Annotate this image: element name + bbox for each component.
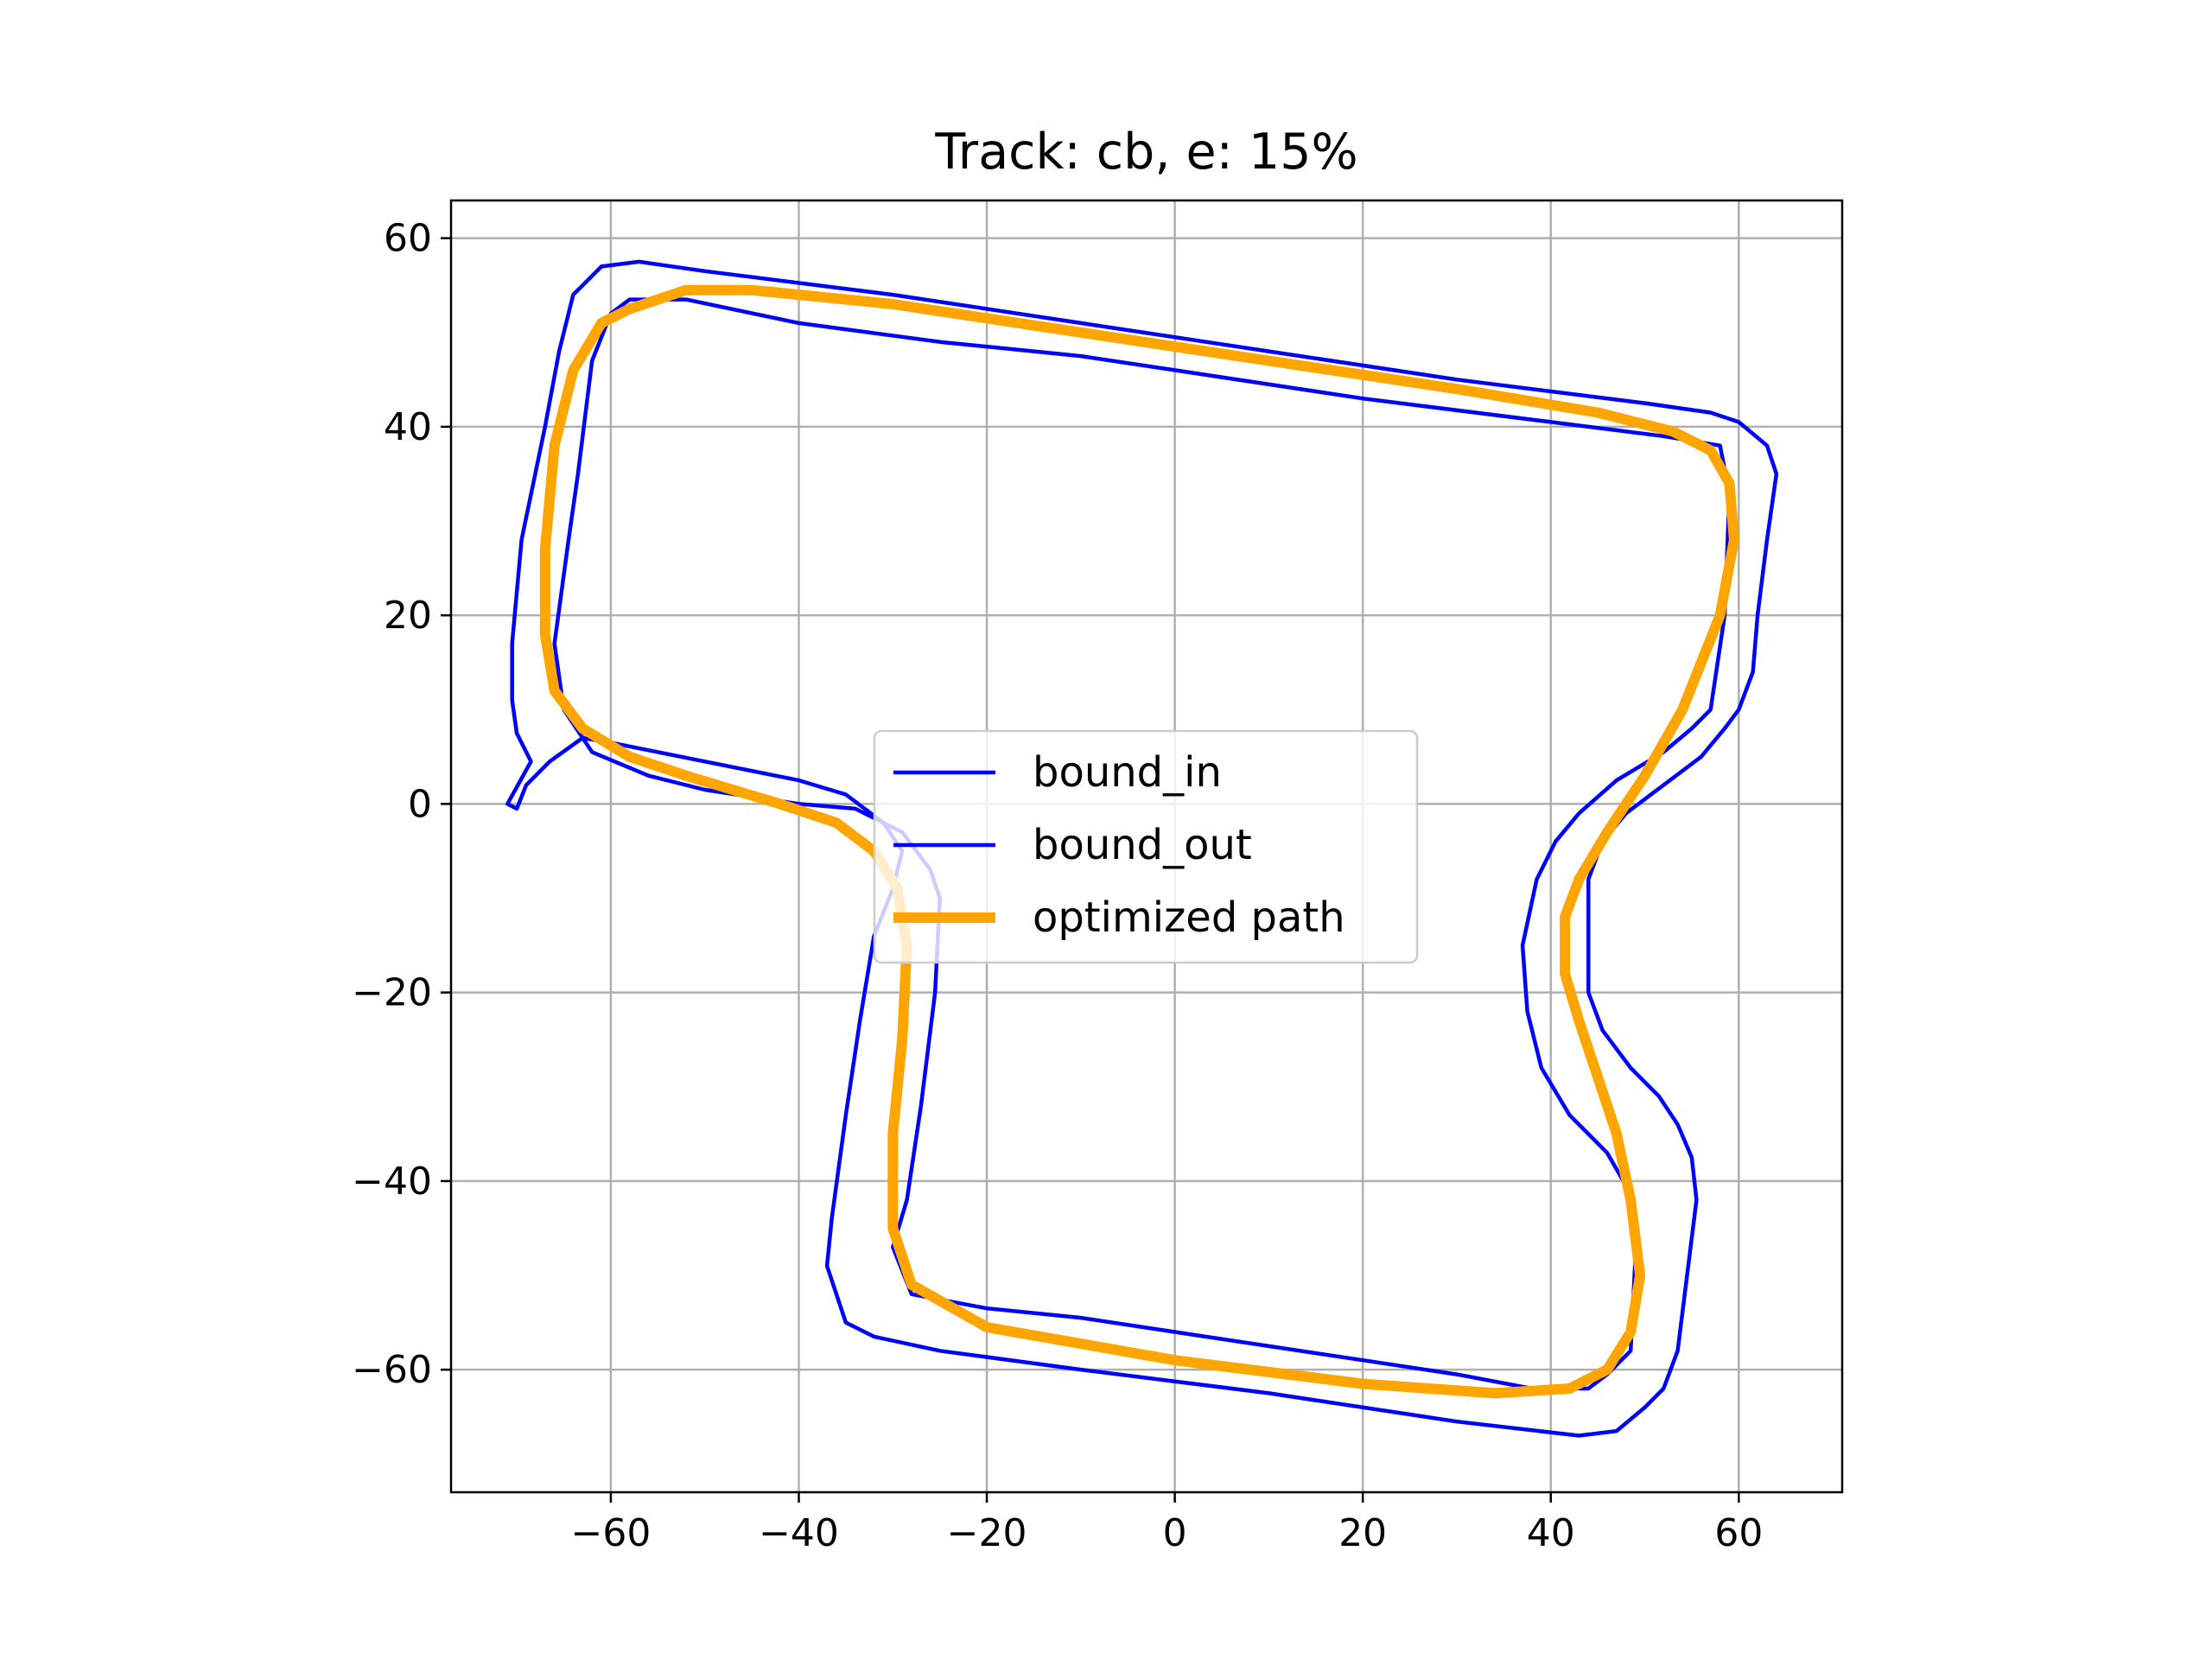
y-tick-label: 60 [384,217,432,261]
series-line-bound-out [505,259,1779,1438]
y-tick-label: −20 [352,971,432,1015]
legend-label: bound_out [1033,821,1252,869]
x-tick-label: 0 [1163,1511,1187,1555]
y-tick-label: −40 [352,1160,432,1204]
y-tick-label: −60 [352,1348,432,1392]
legend-box [873,729,1419,964]
y-tick-label: 40 [384,405,432,449]
legend: bound_in bound_out optimized path [873,729,1419,964]
x-tick-label: −20 [947,1511,1027,1555]
y-tick-label: 20 [384,594,432,638]
series-line-optimized-path [539,284,1739,1399]
y-tick-label: 0 [408,782,432,826]
axis-ticks: −60 −40 −20 0 20 40 60 −60 −40 −20 0 20 40 60 [352,217,1763,1555]
chart-title: Track: cb, e: 15% [934,124,1357,181]
x-tick-label: 20 [1338,1511,1387,1555]
legend-label: optimized path [1033,893,1345,942]
axes-frame [449,199,1844,1494]
x-tick-label: −60 [571,1511,652,1555]
series-layer [505,259,1779,1438]
x-tick-label: −40 [759,1511,839,1555]
x-tick-label: 60 [1714,1511,1763,1555]
legend-label: bound_in [1033,748,1222,797]
x-tick-label: 40 [1527,1511,1575,1555]
